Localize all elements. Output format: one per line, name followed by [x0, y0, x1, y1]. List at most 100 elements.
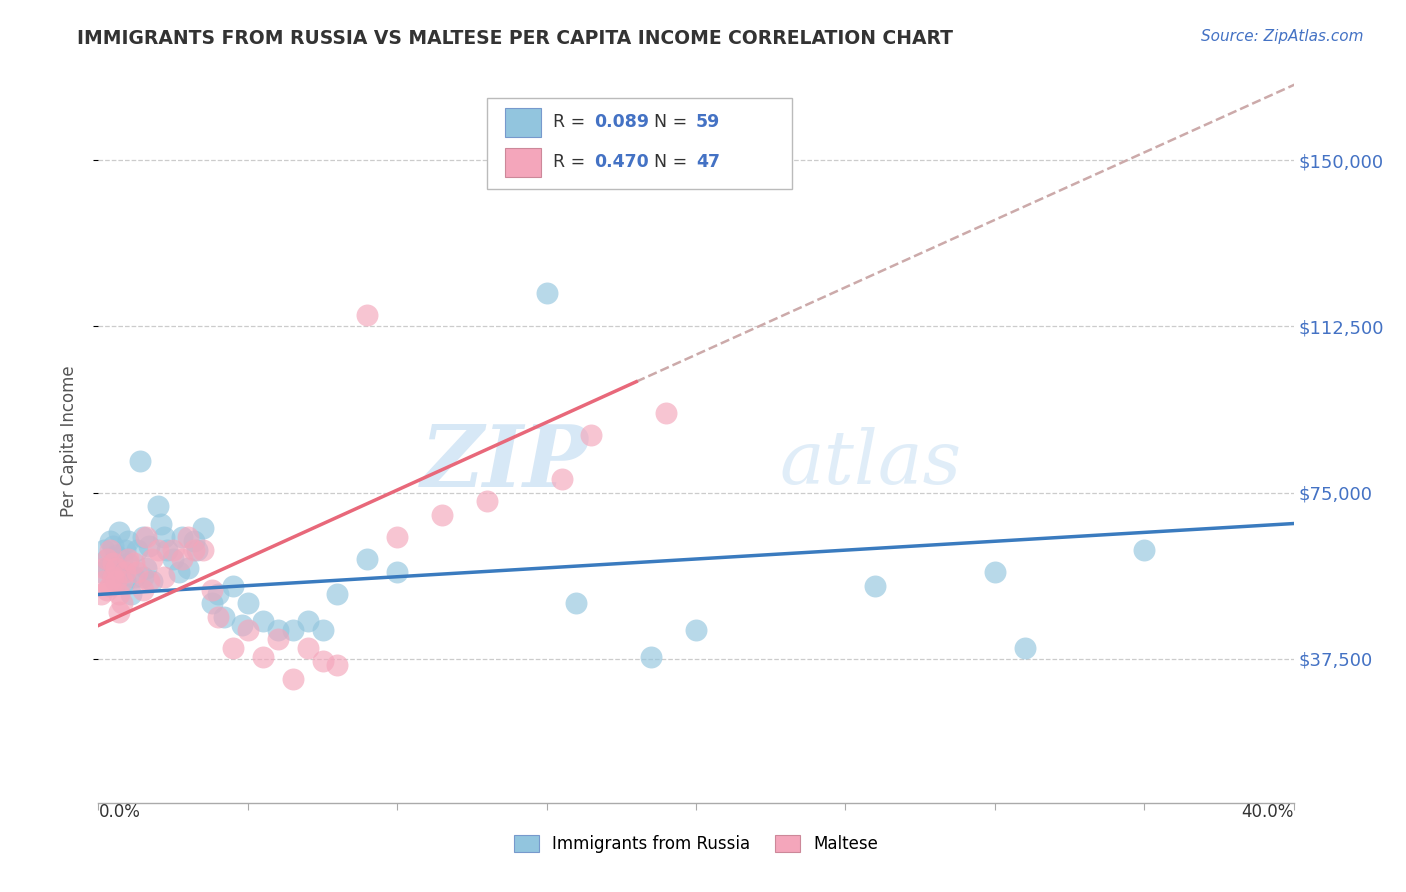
Point: [111, 566, 134, 580]
Point: [156, 543, 179, 558]
Point: [93, 574, 115, 589]
Point: [96, 582, 118, 597]
FancyBboxPatch shape: [505, 108, 541, 136]
Point: [207, 587, 229, 601]
Text: 59: 59: [696, 113, 720, 131]
Point: [186, 543, 208, 558]
Point: [385, 566, 409, 580]
Point: [124, 570, 146, 584]
Point: [267, 623, 290, 637]
Point: [132, 570, 155, 584]
Point: [103, 557, 125, 571]
Point: [984, 566, 1007, 580]
Point: [117, 552, 139, 566]
Point: [191, 521, 214, 535]
Point: [326, 587, 349, 601]
Text: 40.0%: 40.0%: [1241, 803, 1294, 821]
Text: R =: R =: [553, 153, 591, 171]
Point: [105, 574, 128, 589]
Point: [111, 552, 134, 566]
Point: [98, 579, 122, 593]
Point: [536, 286, 558, 301]
Point: [222, 640, 245, 655]
Text: N =: N =: [654, 113, 693, 131]
Point: [108, 561, 131, 575]
Point: [655, 406, 678, 420]
Point: [865, 579, 887, 593]
Point: [385, 530, 409, 544]
Point: [222, 579, 245, 593]
Legend: Immigrants from Russia, Maltese: Immigrants from Russia, Maltese: [508, 828, 884, 860]
Point: [191, 543, 214, 558]
Point: [127, 543, 149, 558]
Point: [93, 543, 115, 558]
Text: 0.0%: 0.0%: [98, 803, 141, 821]
Text: 47: 47: [696, 153, 720, 171]
Point: [93, 561, 115, 575]
Point: [135, 561, 157, 575]
Point: [132, 582, 155, 597]
Point: [236, 623, 259, 637]
Point: [103, 557, 125, 571]
Point: [105, 574, 128, 589]
Point: [120, 587, 142, 601]
Point: [311, 654, 333, 668]
Point: [231, 618, 253, 632]
Text: Source: ZipAtlas.com: Source: ZipAtlas.com: [1201, 29, 1364, 44]
Text: atlas: atlas: [779, 427, 962, 500]
Point: [162, 552, 184, 566]
Point: [565, 596, 588, 610]
Point: [281, 672, 304, 686]
Point: [117, 534, 139, 549]
Point: [108, 605, 131, 619]
Point: [90, 587, 112, 601]
Point: [297, 614, 319, 628]
Point: [132, 530, 155, 544]
Point: [640, 649, 662, 664]
FancyBboxPatch shape: [505, 148, 541, 177]
Point: [172, 530, 194, 544]
Point: [236, 596, 259, 610]
Point: [150, 516, 173, 531]
Point: [141, 574, 163, 589]
Point: [129, 454, 152, 468]
Point: [105, 548, 128, 562]
Point: [177, 561, 200, 575]
Point: [114, 566, 136, 580]
Point: [103, 570, 125, 584]
Point: [96, 561, 118, 575]
Point: [103, 539, 125, 553]
Text: R =: R =: [553, 113, 591, 131]
Point: [153, 530, 176, 544]
Point: [98, 534, 122, 549]
Point: [177, 530, 200, 544]
Point: [311, 623, 333, 637]
Text: 0.470: 0.470: [595, 153, 650, 171]
Text: ZIP: ZIP: [420, 421, 589, 505]
Point: [1133, 543, 1156, 558]
Point: [98, 543, 122, 558]
Point: [111, 574, 134, 589]
Point: [201, 582, 224, 597]
Point: [183, 543, 205, 558]
Point: [148, 499, 170, 513]
Point: [114, 574, 136, 589]
Point: [127, 566, 149, 580]
Point: [685, 623, 707, 637]
Point: [430, 508, 453, 522]
Point: [153, 570, 176, 584]
Point: [267, 632, 290, 646]
FancyBboxPatch shape: [486, 98, 792, 189]
Point: [172, 552, 194, 566]
Point: [167, 566, 190, 580]
Point: [135, 530, 157, 544]
Point: [162, 543, 184, 558]
Point: [111, 596, 134, 610]
Point: [356, 308, 378, 322]
Point: [108, 525, 131, 540]
Point: [141, 552, 163, 566]
Point: [475, 494, 498, 508]
Point: [124, 557, 146, 571]
Point: [138, 574, 160, 589]
Point: [252, 614, 274, 628]
